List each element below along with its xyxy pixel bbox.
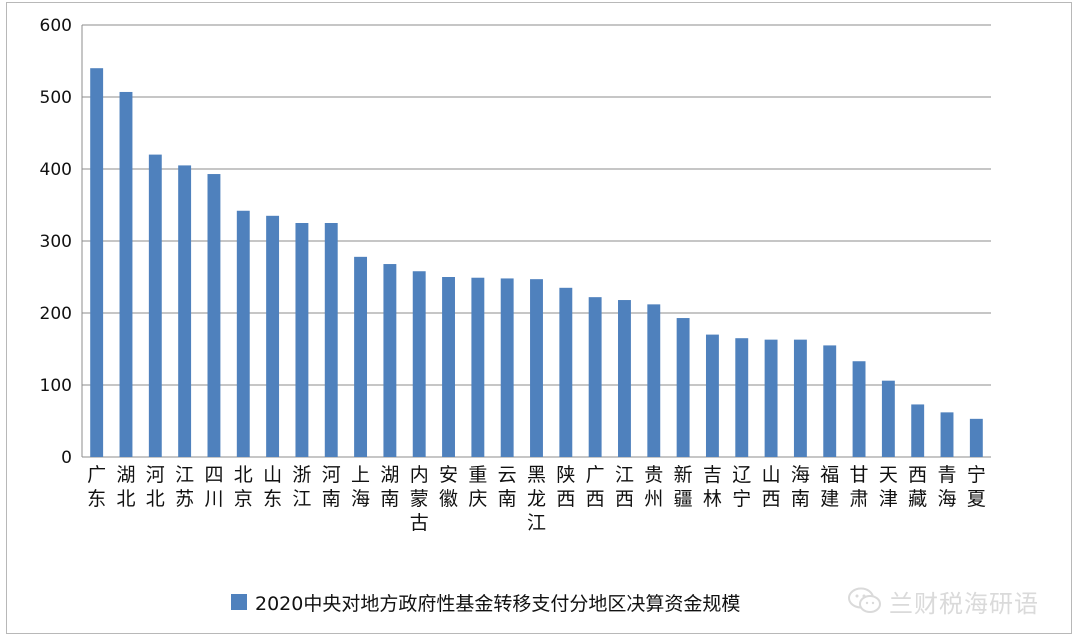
x-tick-label: 福建 xyxy=(820,464,839,510)
x-tick-label: 河南 xyxy=(322,464,341,510)
bar xyxy=(559,287,573,457)
y-tick-label: 0 xyxy=(61,448,72,468)
legend-label: 2020中央对地方政府性基金转移支付分地区决算资金规模 xyxy=(255,592,741,615)
x-tick-label: 广东 xyxy=(87,464,106,510)
bar xyxy=(412,271,426,457)
x-tick-label: 四川 xyxy=(204,464,223,510)
bar xyxy=(764,339,778,457)
y-tick-label: 200 xyxy=(40,304,72,324)
bar xyxy=(676,318,690,457)
x-tick-label: 江苏 xyxy=(175,464,194,510)
x-tick-label: 海南 xyxy=(791,464,810,510)
bar xyxy=(588,297,602,457)
bar xyxy=(471,277,485,457)
bar xyxy=(852,361,866,457)
x-tick-label: 青海 xyxy=(938,464,957,510)
bar xyxy=(530,279,543,457)
x-tick-label: 上海 xyxy=(351,464,370,510)
x-tick-label: 山西 xyxy=(762,464,781,510)
x-tick-label: 广西 xyxy=(586,464,605,510)
bar xyxy=(705,334,719,457)
bar xyxy=(236,210,250,457)
bar xyxy=(442,277,455,457)
x-tick-label: 云南 xyxy=(498,464,517,510)
bar xyxy=(940,412,954,457)
bar xyxy=(119,91,133,458)
x-tick-label: 陕西 xyxy=(556,464,575,510)
bar xyxy=(324,223,338,457)
x-tick-label: 吉林 xyxy=(703,464,722,510)
bar xyxy=(647,304,661,457)
bar xyxy=(295,223,309,457)
chart-frame: 0 100 200 300 400 500 600 广东 湖北 河北 江苏 四川 北京 山东 浙江 河南 上海湖… xyxy=(6,2,1072,634)
bar xyxy=(735,338,749,457)
watermark-text: 兰财税海研语 xyxy=(889,589,1039,618)
x-tick-label: 湖北 xyxy=(116,464,135,510)
x-tick-label: 贵州 xyxy=(644,464,663,510)
bar xyxy=(793,339,807,457)
x-tick-label: 江西 xyxy=(615,464,634,510)
x-tick-label: 浙江 xyxy=(292,464,311,510)
x-tick-label: 宁夏 xyxy=(967,464,986,510)
bar xyxy=(969,418,983,457)
x-tick-label: 黑龙江 xyxy=(527,464,546,534)
x-tick-label: 重庆 xyxy=(468,464,487,510)
x-tick-label: 山东 xyxy=(263,464,282,510)
bar xyxy=(881,380,895,457)
x-tick-label: 天津 xyxy=(879,464,898,510)
x-tick-label: 新疆 xyxy=(674,464,693,510)
bar xyxy=(911,404,925,457)
x-tick-label: 安徽 xyxy=(439,464,458,510)
x-tick-label: 北京 xyxy=(234,464,253,510)
y-tick-label: 300 xyxy=(40,232,72,252)
legend: 2020中央对地方政府性基金转移支付分地区决算资金规模 xyxy=(231,588,740,616)
wechat-icon xyxy=(848,587,881,613)
bar-chart: 0 100 200 300 400 500 600 广东湖北河北江苏四川北京山东浙江河南上海湖… xyxy=(40,16,991,534)
watermark: 兰财税海研语 xyxy=(847,581,1039,621)
bar xyxy=(500,278,514,457)
bar xyxy=(823,345,837,457)
bar xyxy=(383,264,397,457)
y-tick-label: 100 xyxy=(40,376,72,396)
x-tick-label: 湖南 xyxy=(380,464,399,510)
x-tick-label: 辽宁 xyxy=(732,464,751,510)
x-tick-label: 河北 xyxy=(146,464,165,510)
x-tick-label: 西藏 xyxy=(908,464,927,510)
bar xyxy=(178,165,192,457)
legend-swatch xyxy=(231,594,247,610)
bar xyxy=(148,154,162,457)
bar xyxy=(618,300,631,457)
bar xyxy=(207,174,221,458)
y-tick-label: 500 xyxy=(40,88,72,108)
bar xyxy=(354,256,368,457)
y-tick-label: 600 xyxy=(40,16,72,36)
x-tick-label: 甘肃 xyxy=(850,464,869,510)
y-tick-label: 400 xyxy=(40,160,72,180)
x-tick-label: 内蒙古 xyxy=(410,464,429,534)
bar xyxy=(90,68,104,457)
bar xyxy=(266,215,280,457)
